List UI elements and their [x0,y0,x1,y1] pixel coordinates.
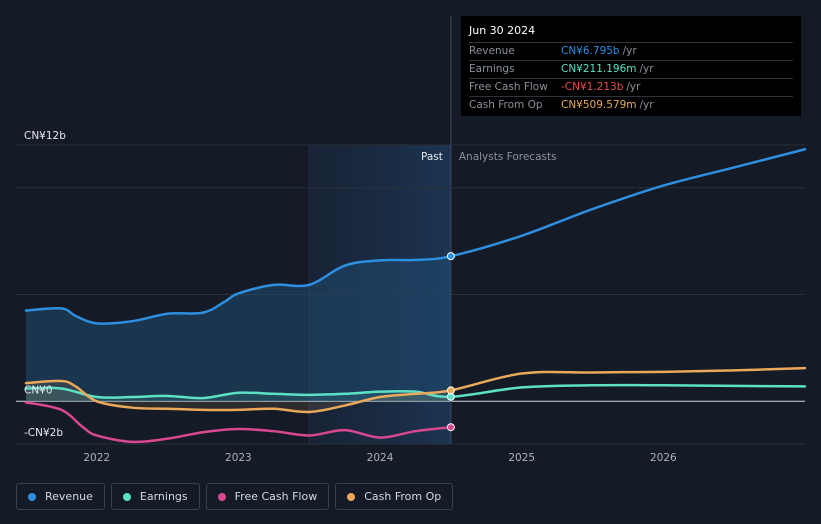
tooltip: Jun 30 2024 Revenue CN¥6.795b /yr Earnin… [461,16,801,116]
past-label: Past [421,151,443,163]
tooltip-row-cfo: Cash From Op CN¥509.579m /yr [469,97,793,114]
tooltip-label: Free Cash Flow [469,81,548,93]
tooltip-row-revenue: Revenue CN¥6.795b /yr [469,43,793,61]
legend: Revenue Earnings Free Cash Flow Cash Fro… [16,483,454,510]
legend-item-earnings[interactable]: Earnings [110,483,200,510]
legend-label: Free Cash Flow [234,490,318,503]
cfo-area [25,380,451,412]
revenue-line [24,148,807,325]
legend-item-fcf[interactable]: Free Cash Flow [205,483,330,510]
legend-dot-icon [217,492,226,501]
x-tick-label: 2026 [650,452,677,464]
cfo-line [24,366,807,414]
tooltip-unit: /yr [639,99,654,111]
tooltip-row-fcf: Free Cash Flow -CN¥1.213b /yr [469,79,793,97]
tooltip-unit: /yr [639,63,654,75]
tooltip-value: CN¥509.579m [561,99,637,111]
x-tick-label: 2022 [83,452,110,464]
tooltip-value: CN¥6.795b [561,45,620,57]
tooltip-unit: /yr [622,45,637,57]
legend-label: Revenue [45,490,93,503]
tooltip-row-earnings: Earnings CN¥211.196m /yr [469,61,793,79]
tooltip-label: Revenue [469,45,515,57]
legend-dot-icon [28,492,36,501]
x-tick-label: 2024 [367,452,394,464]
tooltip-label: Earnings [469,63,515,75]
legend-label: Cash From Op [364,490,442,503]
fcf-line [24,401,453,444]
tooltip-value: -CN¥1.213b [561,81,624,93]
y-tick-label: -CN¥2b [24,427,63,439]
tooltip-label: Cash From Op [469,99,543,111]
tooltip-value: CN¥211.196m [561,63,637,75]
cfo-marker [446,386,455,395]
revenue-area [25,256,451,402]
x-tick-label: 2025 [508,452,535,464]
revenue-marker [446,252,455,261]
x-tick-label: 2023 [225,452,252,464]
earnings-line [24,383,807,400]
legend-dot-icon [347,492,356,501]
y-tick-label: CN¥12b [24,130,66,142]
y-tick-label: CN¥0 [24,384,53,396]
fcf-marker [446,423,455,432]
legend-item-cfo[interactable]: Cash From Op [335,483,454,510]
legend-label: Earnings [139,490,188,503]
tooltip-date: Jun 30 2024 [469,22,793,43]
legend-item-revenue[interactable]: Revenue [16,483,105,510]
forecast-label: Analysts Forecasts [459,151,557,163]
legend-dot-icon [122,492,131,501]
tooltip-unit: /yr [626,81,641,93]
